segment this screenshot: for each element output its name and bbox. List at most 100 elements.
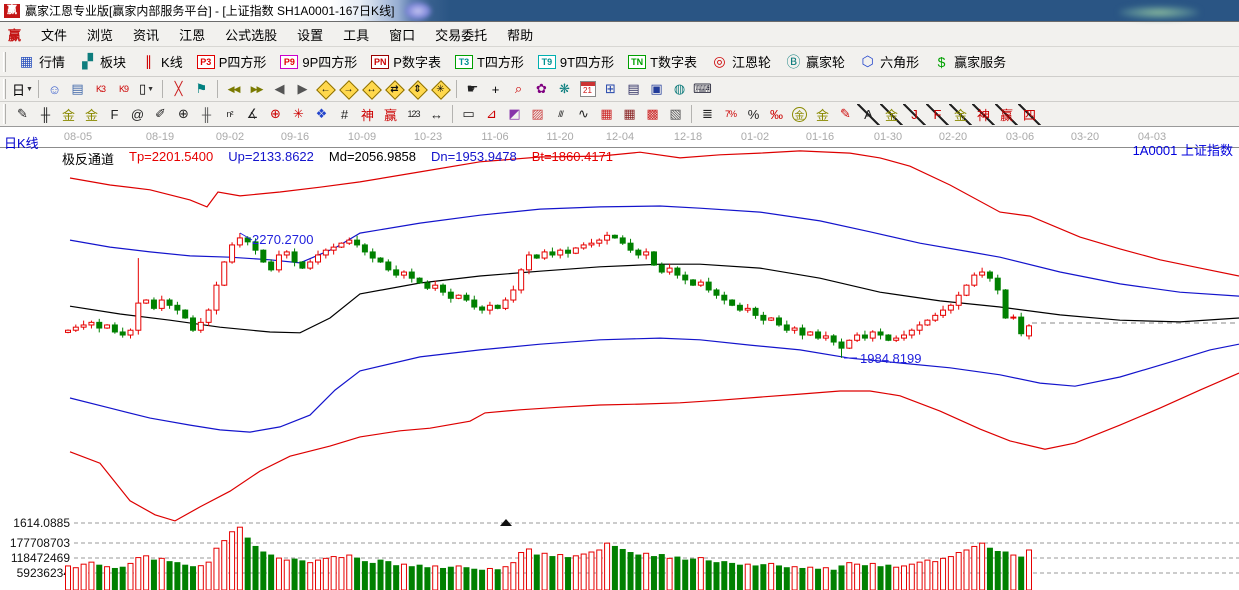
toolbar-button-kline[interactable]: ∥ K线 — [133, 50, 190, 73]
purple-tool-icon[interactable]: ✿ — [536, 81, 547, 96]
expand-v-button[interactable]: ⇕ — [406, 79, 429, 100]
notes-icon[interactable]: ▤ — [71, 81, 84, 96]
toolbar-button-winner-service[interactable]: $ 赢家服务 — [926, 50, 1013, 73]
shen-icon[interactable]: 神 — [360, 107, 374, 123]
save-icon[interactable]: ▣ — [650, 81, 663, 96]
crosshair-icon[interactable]: + — [491, 81, 500, 97]
prev-button[interactable]: ◀ — [274, 81, 285, 96]
skip-first-button[interactable]: ◀◀ — [227, 83, 241, 94]
permille-icon[interactable]: ‰ — [770, 106, 783, 122]
menu-item-formula-picker[interactable]: 公式选股 — [225, 27, 278, 43]
k-pattern-icon[interactable]: # — [340, 106, 349, 122]
toolbar-button-t-square[interactable]: T3 T四方形 — [448, 50, 531, 73]
lattice-icon[interactable]: ╳ — [174, 81, 183, 96]
pan-both-button[interactable]: ↔ — [360, 79, 383, 100]
toolbar-gripper[interactable] — [3, 51, 6, 72]
hand-icon[interactable]: ☛ — [466, 81, 479, 96]
notepad-icon[interactable]: ▤ — [627, 81, 640, 96]
pen-icon[interactable]: ✎ — [17, 106, 28, 121]
fan-square-icon[interactable]: ◩ — [508, 106, 521, 121]
f-angle-icon[interactable]: F — [926, 103, 949, 125]
magnifier-icon[interactable]: ⌕ — [514, 81, 523, 96]
grid-red-icon[interactable]: ▦ — [600, 106, 613, 121]
n-square-icon[interactable]: n² — [226, 109, 233, 119]
circle-cross-icon[interactable]: ⊕ — [178, 106, 189, 121]
menu-item-file[interactable]: 文件 — [41, 27, 68, 43]
brain-icon[interactable]: ❋ — [559, 81, 570, 96]
gold-ruler2-icon[interactable]: 金 — [84, 107, 98, 123]
gold-angle2-icon[interactable]: 金 — [949, 103, 972, 125]
grid-dark-icon[interactable]: ▦ — [623, 106, 636, 121]
si-angle-icon[interactable]: 四 — [1018, 103, 1041, 125]
pan-right-button[interactable]: → — [337, 79, 360, 100]
toolbar-button-sectors[interactable]: ▞ 板块 — [72, 50, 133, 73]
diag-square-icon[interactable]: ▧ — [669, 106, 682, 121]
web-square-icon[interactable]: ▨ — [531, 106, 544, 121]
k9-chart-icon[interactable]: K9 — [118, 84, 129, 94]
menu-item-gann[interactable]: 江恩 — [179, 27, 206, 43]
f-ruler-icon[interactable]: F — [110, 106, 119, 122]
lines3-icon[interactable]: /// — [558, 109, 564, 119]
flame-pen-icon[interactable]: ✎ — [840, 106, 851, 121]
ying-angle-icon[interactable]: 赢 — [995, 103, 1018, 125]
next-button[interactable]: ▶ — [297, 81, 308, 96]
toolbar-button-gann-wheel[interactable]: ◎ 江恩轮 — [704, 50, 778, 73]
toolbar-button-9p-square[interactable]: P9 9P四方形 — [273, 50, 364, 73]
toolbar-button-p-square[interactable]: P3 P四方形 — [190, 50, 274, 73]
j-angle-icon[interactable]: J — [903, 103, 926, 125]
ying-icon[interactable]: 赢 — [383, 107, 397, 123]
percent-icon[interactable]: % — [747, 106, 760, 122]
k3-chart-icon[interactable]: K3 — [95, 84, 106, 94]
wave-check-icon[interactable]: ∿ — [578, 106, 589, 121]
menu-item-help[interactable]: 帮助 — [507, 27, 534, 43]
spiral-icon[interactable]: @ — [130, 106, 145, 122]
a-wave-icon[interactable]: A — [857, 103, 880, 125]
pan-left-button[interactable]: ← — [314, 79, 337, 100]
rect-icon[interactable]: ▭ — [462, 106, 475, 121]
gold-angle-icon[interactable]: 金 — [880, 103, 903, 125]
candle-style-selector[interactable]: ▯ ▼ — [138, 81, 155, 96]
calculator-icon[interactable]: ⊞ — [605, 81, 616, 96]
toolbar-gripper[interactable] — [3, 104, 6, 124]
period-day-selector[interactable]: 日 ▼ — [12, 82, 33, 98]
menu-item-news[interactable]: 资讯 — [133, 27, 160, 43]
mask-icon[interactable]: ☺ — [47, 81, 62, 97]
ticks-icon[interactable]: ╫ — [201, 106, 212, 122]
gold-line-icon[interactable]: 金 — [815, 107, 829, 123]
menu-item-tools[interactable]: 工具 — [343, 27, 370, 43]
compress-button[interactable]: ⇄ — [383, 79, 406, 100]
toolbar-button-t-table[interactable]: TN T数字表 — [621, 50, 704, 73]
toolbar-button-winner-wheel[interactable]: Ⓑ 赢家轮 — [778, 50, 852, 73]
toolbar-button-p-table[interactable]: PN P数字表 — [364, 50, 448, 73]
expand-all-button[interactable]: ✳ — [429, 79, 452, 100]
calendar-icon[interactable]: 21 — [576, 79, 599, 100]
toolbar-button-quotes[interactable]: ▦ 行情 — [11, 50, 72, 73]
measure-icon[interactable]: ↔ — [430, 106, 443, 122]
ruler123-icon[interactable]: 123 — [407, 109, 420, 119]
fan-icon[interactable]: ⊿ — [486, 106, 497, 121]
menu-item-browse[interactable]: 浏览 — [87, 27, 114, 43]
shen-angle-icon[interactable]: 神 — [972, 103, 995, 125]
angle-icon[interactable]: ∡ — [246, 106, 259, 121]
flag-icon[interactable]: ⚑ — [195, 81, 208, 96]
toolbar-button-hexagon[interactable]: ⬡ 六角形 — [852, 50, 926, 73]
toolbar-button-9t-square[interactable]: T9 9T四方形 — [531, 50, 621, 73]
menu-item-window[interactable]: 窗口 — [389, 27, 416, 43]
levels-icon[interactable]: ≣ — [702, 106, 713, 121]
pen2-icon[interactable]: ✐ — [155, 106, 166, 121]
web-red-icon[interactable]: ✳ — [293, 106, 304, 121]
red-target-icon[interactable]: ⊕ — [270, 106, 281, 121]
menu-item-settings[interactable]: 设置 — [297, 27, 324, 43]
gann-ruler-icon[interactable]: ╫ — [40, 106, 51, 122]
web-icon[interactable]: ◍ — [673, 81, 686, 96]
web-blue-icon[interactable]: ❖ — [315, 106, 328, 121]
toolbar-gripper[interactable] — [3, 79, 6, 99]
gold-circle-icon[interactable]: 金 — [788, 104, 811, 125]
percent7-icon[interactable]: 7% — [724, 109, 737, 119]
gold-ruler-icon[interactable]: 金 — [61, 107, 75, 123]
grid-dots-icon[interactable]: ▩ — [646, 106, 659, 121]
menu-item-trade[interactable]: 交易委托 — [435, 27, 488, 43]
print-icon[interactable]: ⌨ — [693, 81, 712, 96]
skip-last-button[interactable]: ▶▶ — [250, 83, 264, 94]
